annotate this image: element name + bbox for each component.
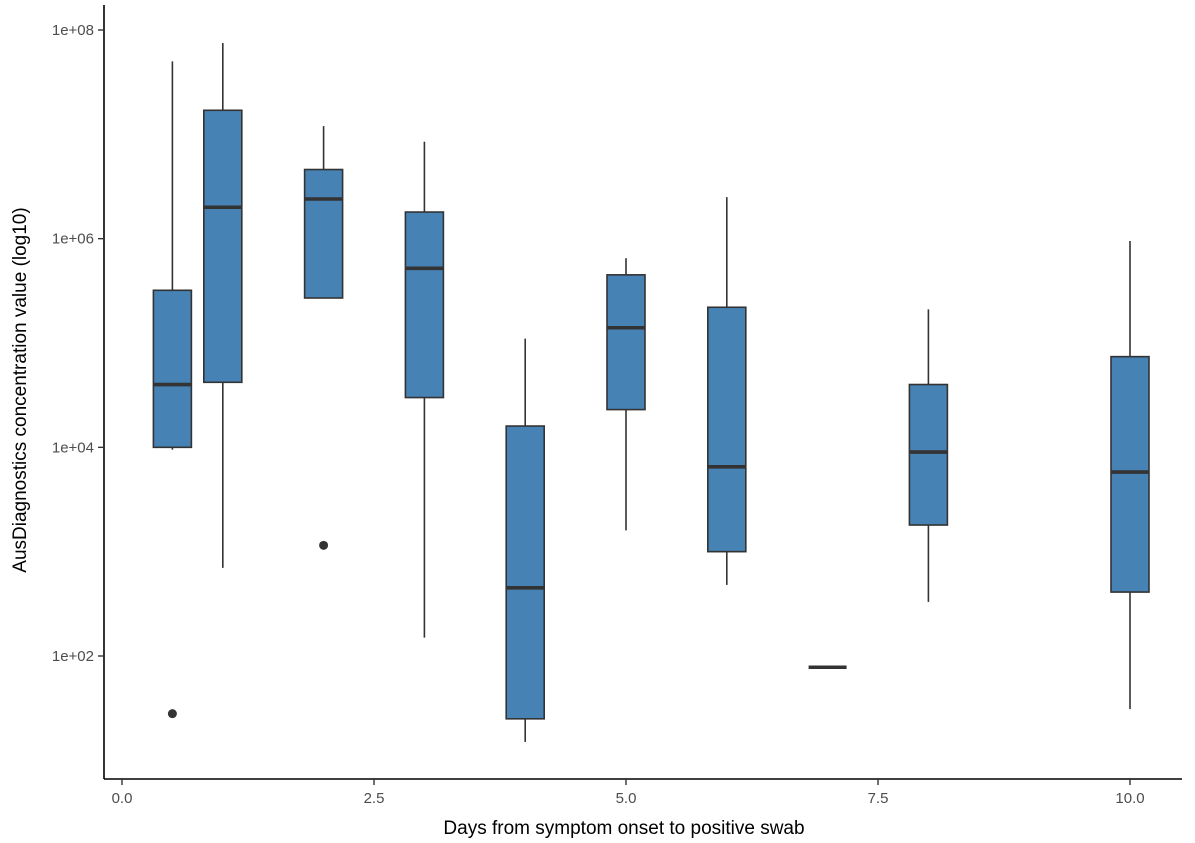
box-iqr (303, 168, 344, 299)
box-group (152, 61, 193, 719)
x-tick-label: 10.0 (1115, 790, 1144, 807)
box-iqr (1110, 355, 1150, 593)
box-iqr (908, 383, 949, 526)
outlier-point (167, 709, 177, 719)
x-tick-label: 7.5 (868, 790, 889, 807)
box-group (404, 141, 445, 638)
x-tick-label: 2.5 (364, 790, 385, 807)
outlier-point (319, 540, 329, 550)
x-axis-title: Days from symptom onset to positive swab (443, 818, 804, 839)
box-group (606, 258, 646, 531)
box-group (1110, 240, 1150, 710)
y-tick-label: 1e+04 (52, 439, 94, 456)
x-ticks: 0.0 2.5 5.0 7.5 10.0 (112, 779, 1145, 807)
y-tick-label: 1e+06 (52, 231, 94, 248)
y-tick-label: 1e+02 (52, 648, 94, 665)
box-group (908, 309, 949, 602)
x-tick-label: 0.0 (112, 790, 133, 807)
box-group (303, 126, 344, 550)
x-tick-label: 5.0 (616, 790, 637, 807)
box-group (505, 338, 546, 742)
y-tick-label: 1e+08 (52, 22, 94, 39)
box-group (706, 197, 747, 585)
y-axis-title: AusDiagnostics concentration value (log1… (10, 207, 31, 572)
box-iqr (152, 289, 193, 449)
boxes-layer (152, 43, 1150, 742)
box-group (203, 43, 243, 568)
box-iqr (505, 425, 546, 720)
y-ticks: 1e+02 1e+04 1e+06 1e+08 (52, 22, 104, 665)
box-iqr (706, 306, 747, 553)
box-iqr (606, 274, 646, 411)
box-iqr (203, 109, 243, 384)
box-iqr (404, 211, 445, 399)
